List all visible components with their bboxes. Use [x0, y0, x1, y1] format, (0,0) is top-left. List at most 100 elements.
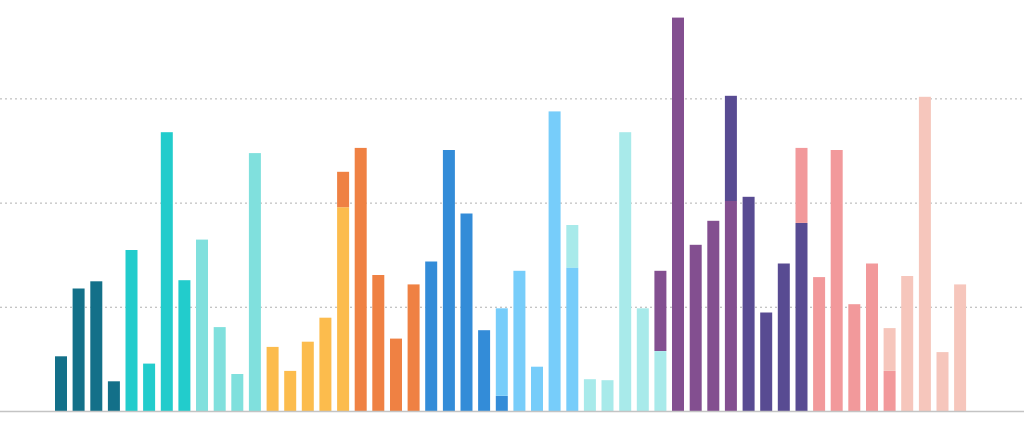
bar	[442, 150, 455, 412]
bar-segment	[795, 222, 808, 412]
bar-segment	[319, 317, 332, 412]
bar-segment	[936, 352, 949, 412]
bar-segment	[72, 288, 85, 412]
bar-segment	[848, 304, 861, 412]
bar-segment	[724, 95, 737, 201]
bar-segment	[954, 284, 967, 412]
bar-segment	[196, 239, 208, 412]
bar	[619, 132, 632, 412]
bar	[548, 111, 561, 412]
bar	[231, 374, 244, 412]
bar-segment	[460, 213, 473, 412]
bar	[566, 225, 579, 412]
bar	[601, 380, 614, 412]
bar-segment	[248, 153, 261, 412]
bar-segment	[495, 395, 508, 412]
bar-segment	[672, 17, 684, 412]
bar	[178, 280, 191, 412]
bar-segment	[213, 327, 226, 412]
bars	[55, 17, 967, 412]
bar-segment	[55, 356, 67, 412]
bar-segment	[337, 171, 350, 208]
bar-segment	[583, 379, 596, 412]
bar-segment	[442, 150, 455, 412]
bar-segment	[284, 370, 297, 412]
bar-segment	[918, 96, 931, 412]
bar-segment	[795, 147, 808, 223]
bar-segment	[372, 275, 385, 412]
bar	[830, 150, 843, 412]
bar-segment	[231, 374, 244, 412]
bar	[636, 308, 649, 412]
bar-segment	[90, 281, 103, 412]
bar	[196, 239, 208, 412]
bar	[319, 317, 332, 412]
bar	[495, 308, 508, 412]
bar-segment	[390, 338, 402, 412]
bar	[337, 171, 350, 412]
bar	[425, 261, 438, 412]
bar	[883, 328, 896, 412]
bar	[513, 270, 526, 412]
bar	[284, 370, 297, 412]
bar-segment	[654, 351, 667, 412]
bar-segment	[160, 132, 173, 412]
bar	[407, 284, 420, 412]
bar-segment	[495, 308, 508, 396]
bar-segment	[654, 270, 667, 351]
bar	[654, 270, 667, 412]
bar	[125, 250, 138, 412]
bar-segment	[830, 150, 843, 412]
bar-segment	[425, 261, 438, 412]
bar-segment	[813, 277, 826, 412]
bar	[107, 381, 120, 412]
bar-segment	[354, 147, 367, 412]
bar	[901, 276, 914, 412]
bar	[813, 277, 826, 412]
bar-segment	[548, 111, 561, 412]
bar-segment	[636, 308, 649, 412]
bar-segment	[301, 341, 314, 412]
bar	[301, 341, 314, 412]
bar-segment	[724, 201, 737, 412]
bar	[936, 352, 949, 412]
bar-segment	[601, 380, 614, 412]
bar	[248, 153, 261, 412]
bar	[531, 366, 543, 412]
bar	[848, 304, 861, 412]
bar-segment	[531, 366, 543, 412]
bar-segment	[689, 244, 702, 412]
bar-segment	[619, 132, 632, 412]
bar	[478, 330, 491, 412]
bar	[707, 220, 720, 412]
bar-segment	[866, 263, 878, 412]
bar	[143, 363, 156, 412]
bar	[795, 147, 808, 412]
bar	[724, 95, 737, 412]
bar-segment	[107, 381, 120, 412]
bar	[460, 213, 473, 412]
bar-segment	[742, 196, 755, 412]
bar-segment	[760, 312, 773, 412]
bar	[372, 275, 385, 412]
bar-segment	[337, 207, 350, 412]
bar-segment	[566, 225, 579, 268]
bar	[160, 132, 173, 412]
bar	[354, 147, 367, 412]
bar	[760, 312, 773, 412]
bar-segment	[143, 363, 156, 412]
bar-segment	[513, 270, 526, 412]
bar-segment	[125, 250, 138, 412]
bar	[55, 356, 67, 412]
bar-segment	[566, 267, 579, 412]
bar-segment	[883, 370, 896, 412]
bar-segment	[266, 346, 279, 412]
bar	[390, 338, 402, 412]
bar-segment	[707, 220, 720, 412]
bar-segment	[478, 330, 491, 412]
bar	[918, 96, 931, 412]
bar-segment	[407, 284, 420, 412]
bar	[583, 379, 596, 412]
bar-segment	[178, 280, 191, 412]
